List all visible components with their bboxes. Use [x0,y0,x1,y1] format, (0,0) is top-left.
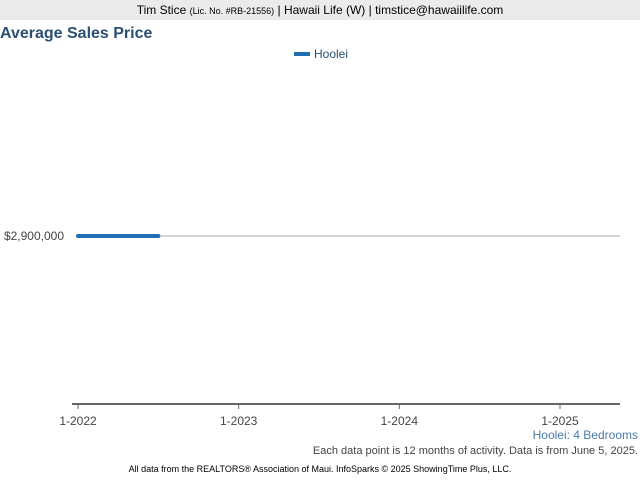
agent-name: Tim Stice [136,3,187,17]
license-number: (Lic. No. #RB-21556) [189,6,275,16]
legend: Hoolei [294,47,348,61]
agent-header: Tim Stice (Lic. No. #RB-21556) | Hawaii … [0,0,640,20]
y-tick-label-0: $2,900,000 [4,229,64,243]
x-axis-ticks: 1-2022 1-2023 1-2024 1-2025 [59,404,579,428]
x-tick-label-1: 1-2023 [220,414,258,428]
agent-contact: | Hawaii Life (W) | timstice@hawaiilife.… [277,3,504,17]
data-footnote: Each data point is 12 months of activity… [312,445,638,457]
x-tick-label-3: 1-2025 [541,414,579,428]
x-tick-label-2: 1-2024 [381,414,419,428]
y-axis-labels: $2,900,000 [4,229,64,243]
legend-label-hoolei: Hoolei [314,47,348,61]
chart-title: Average Sales Price [0,25,153,42]
data-source: All data from the REALTORS® Association … [128,464,512,474]
chart-subtitle: Hoolei: 4 Bedrooms [532,428,638,442]
x-tick-label-0: 1-2022 [59,414,97,428]
